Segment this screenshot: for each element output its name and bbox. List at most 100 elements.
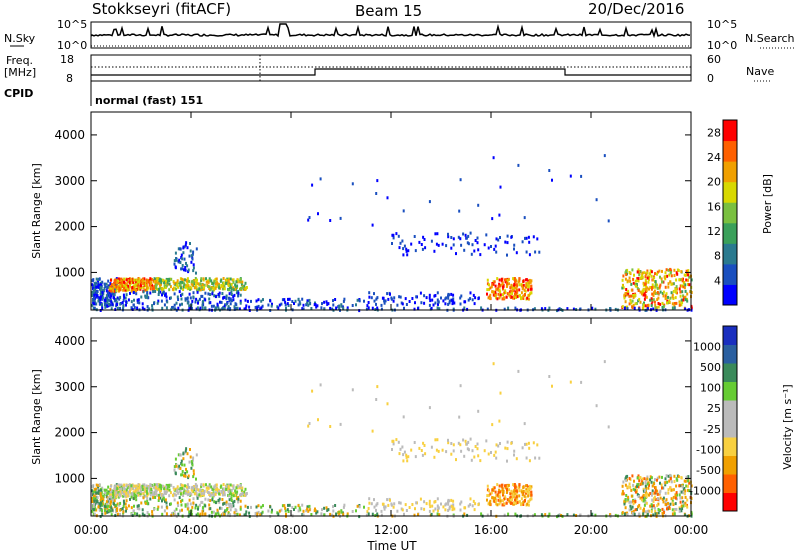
data-cell — [204, 504, 207, 508]
data-cell — [212, 492, 215, 496]
data-cell — [135, 486, 137, 490]
time-axis-label: Time UT — [366, 539, 417, 553]
data-cell — [340, 510, 343, 514]
data-cell — [186, 301, 189, 305]
data-cell — [632, 281, 635, 285]
data-cell — [232, 278, 235, 282]
data-cell — [387, 297, 390, 301]
data-cell — [492, 488, 495, 492]
data-cell — [332, 299, 334, 303]
data-cell — [664, 500, 667, 504]
data-cell — [152, 496, 155, 500]
data-cell — [103, 286, 106, 290]
data-cell — [146, 499, 149, 503]
data-cell — [183, 484, 186, 488]
data-cell — [138, 507, 141, 511]
data-cell — [137, 287, 140, 291]
data-cell — [506, 253, 508, 257]
data-cell — [141, 302, 144, 306]
data-cell — [366, 510, 369, 514]
data-cell — [338, 306, 341, 310]
power-ylabel: Slant Range [km] — [30, 163, 43, 259]
data-cell — [646, 510, 649, 513]
data-cell — [662, 305, 665, 308]
data-cell — [661, 475, 663, 479]
data-cell — [628, 508, 631, 512]
data-cell — [110, 287, 113, 291]
data-cell — [527, 494, 530, 498]
data-cell — [160, 487, 163, 491]
data-cell — [244, 281, 247, 285]
data-cell — [111, 292, 114, 296]
data-cell — [530, 493, 533, 497]
data-cell — [200, 277, 203, 281]
data-cell — [474, 296, 477, 300]
data-cell — [373, 505, 376, 509]
data-cell — [403, 450, 406, 454]
data-cell — [452, 297, 455, 301]
data-cell — [147, 492, 150, 496]
data-cell — [680, 476, 683, 480]
data-cell — [186, 287, 189, 291]
data-cell — [434, 507, 437, 511]
data-cell — [110, 489, 113, 493]
data-cell — [492, 362, 495, 366]
data-cell — [95, 277, 98, 281]
data-cell — [195, 279, 198, 282]
data-cell — [671, 499, 674, 503]
data-cell — [182, 457, 185, 461]
data-cell — [447, 508, 450, 512]
data-cell — [651, 498, 654, 502]
data-cell — [181, 292, 184, 296]
data-cell — [103, 282, 106, 286]
data-cell — [93, 502, 95, 506]
data-cell — [512, 492, 515, 496]
data-cell — [451, 508, 454, 512]
data-cell — [113, 279, 116, 283]
data-cell — [486, 494, 489, 498]
colorbar-segment — [723, 222, 737, 244]
colorbar-frame — [722, 119, 738, 306]
data-cell — [681, 290, 684, 294]
data-cell — [375, 192, 378, 195]
data-cell — [480, 306, 483, 310]
data-cell — [659, 275, 661, 279]
data-cell — [658, 491, 661, 495]
data-cell — [452, 506, 455, 510]
data-cell — [157, 299, 160, 303]
data-cell — [637, 277, 640, 280]
data-cell — [148, 513, 151, 517]
data-cell — [106, 492, 109, 495]
data-cell — [373, 299, 376, 303]
data-cell — [207, 292, 210, 296]
data-cell — [649, 478, 652, 482]
data-cell — [558, 513, 561, 517]
data-cell — [363, 505, 365, 509]
data-cell — [93, 281, 96, 285]
data-cell — [283, 298, 286, 302]
data-cell — [399, 295, 402, 299]
data-cell — [419, 291, 422, 295]
data-cell — [118, 283, 121, 287]
data-cell — [227, 287, 230, 291]
data-cell — [502, 293, 504, 297]
data-cell — [383, 507, 386, 511]
data-cell — [144, 282, 147, 286]
data-cell — [603, 360, 606, 364]
data-cell — [661, 269, 663, 273]
data-cell — [659, 283, 662, 287]
data-cell — [675, 507, 678, 511]
data-cell — [125, 488, 128, 492]
data-cell — [230, 282, 233, 286]
data-cell — [389, 498, 391, 502]
data-cell — [244, 306, 247, 310]
colorbar-frame — [722, 325, 738, 512]
data-cell — [326, 508, 329, 512]
data-cell — [653, 506, 656, 510]
data-cell — [228, 292, 231, 296]
data-cell — [199, 287, 202, 291]
data-cell — [115, 297, 118, 301]
data-cell — [657, 502, 660, 506]
data-cell — [686, 297, 688, 301]
data-cell — [287, 304, 290, 307]
